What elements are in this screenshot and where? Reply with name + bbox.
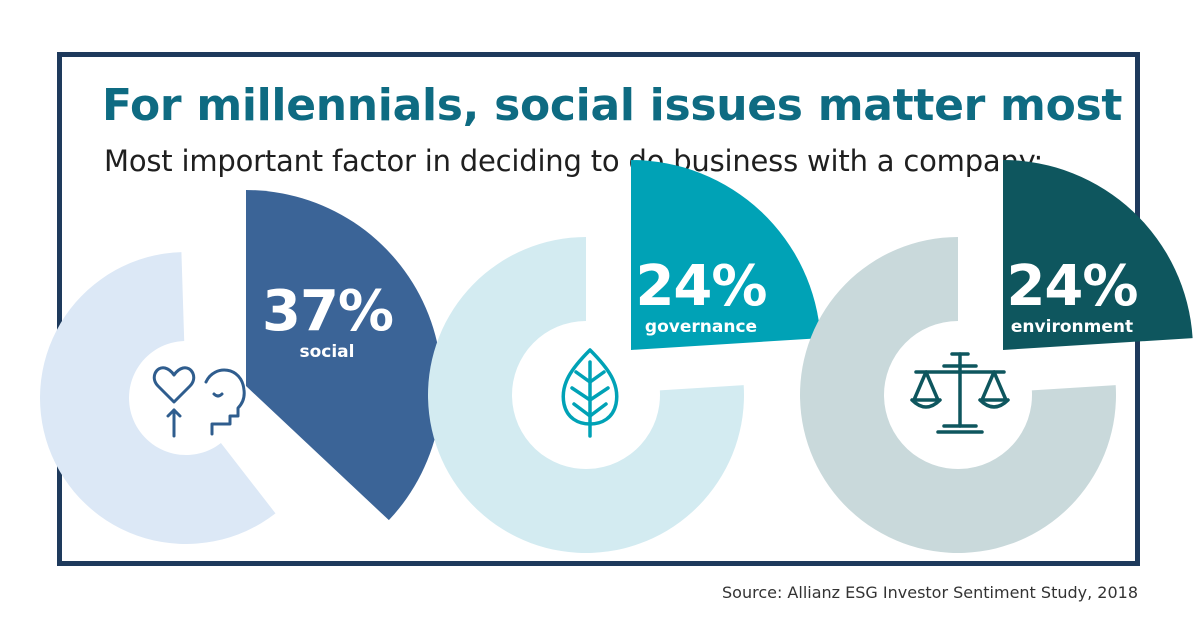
leaf-icon	[561, 348, 619, 438]
heart-head-icon	[152, 366, 246, 438]
environment-value: 24%	[1006, 254, 1138, 319]
governance-slice	[631, 160, 821, 350]
governance-remainder-ring	[428, 237, 744, 553]
governance-name: governance	[644, 317, 758, 337]
chart-title: For millennials, social issues matter mo…	[102, 80, 1123, 131]
source-note: Source: Allianz ESG Investor Sentiment S…	[722, 583, 1138, 602]
environment-slice	[1003, 160, 1193, 350]
social-name: social	[299, 342, 355, 362]
environment-remainder-ring	[800, 237, 1116, 553]
social-slice	[246, 190, 442, 521]
social-label: 37% social	[262, 279, 394, 363]
scales-icon	[910, 352, 1010, 434]
social-value: 37%	[262, 279, 394, 344]
social-remainder-ring	[39, 252, 276, 544]
environment-name: environment	[1010, 317, 1134, 337]
governance-value: 24%	[635, 254, 767, 319]
environment-label: 24% environment	[1003, 254, 1141, 338]
governance-label: 24% governance	[633, 254, 769, 338]
chart-subtitle: Most important factor in deciding to do …	[104, 144, 1044, 178]
